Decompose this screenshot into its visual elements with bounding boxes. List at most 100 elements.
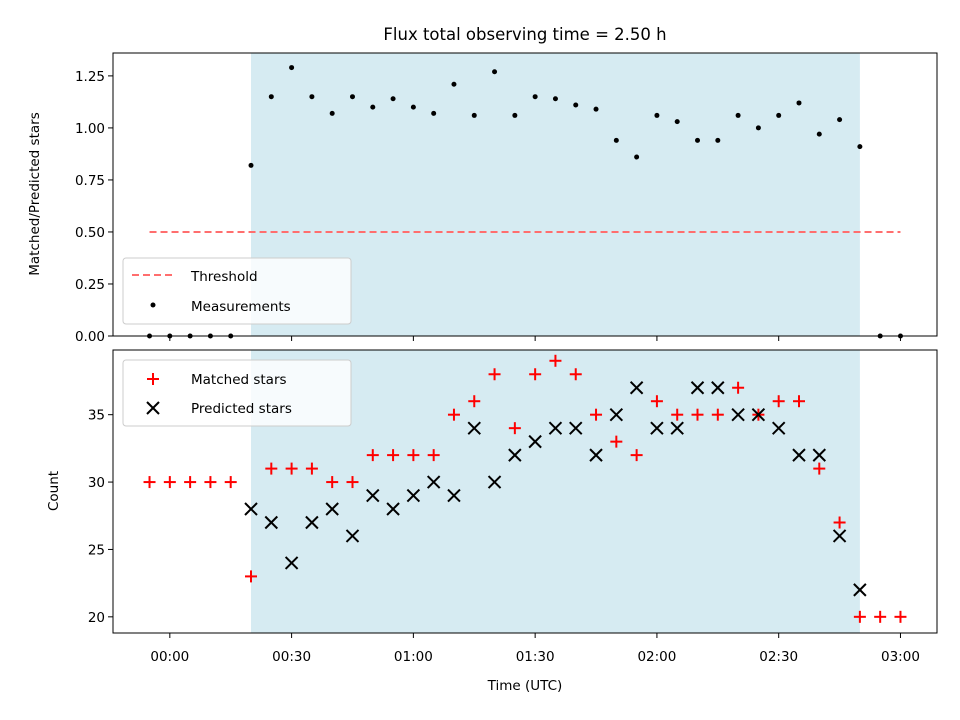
predicted-stars-point xyxy=(711,381,725,395)
predicted-stars-point xyxy=(345,529,360,543)
predicted-stars-point-b xyxy=(366,488,380,503)
predicted-stars-point-b xyxy=(284,556,299,570)
measurement-point xyxy=(837,117,843,123)
measurement-point xyxy=(796,100,802,106)
top-x-axis-ticks xyxy=(169,336,901,341)
predicted-stars-point xyxy=(792,448,806,462)
legend-measurements-swatch xyxy=(150,302,156,308)
predicted-stars-point-b xyxy=(690,381,705,395)
measurement-point xyxy=(512,112,518,118)
xtick-label: 00:00 xyxy=(150,649,189,665)
measurement-point xyxy=(410,104,416,110)
matched-stars-point xyxy=(387,449,400,462)
matched-stars-point xyxy=(630,449,643,462)
matched-stars-point xyxy=(346,476,359,489)
predicted-stars-point-b xyxy=(711,381,725,395)
top-plot-marks xyxy=(147,65,903,339)
top-ytick-label: 1.00 xyxy=(75,121,105,137)
predicted-stars-point xyxy=(690,381,705,395)
top-ytick-label: 0.00 xyxy=(75,329,105,345)
predicted-stars-point-b xyxy=(650,421,664,435)
predicted-stars-point xyxy=(406,488,421,503)
matched-stars-point xyxy=(894,610,907,623)
predicted-stars-point-b xyxy=(589,448,603,462)
matched-stars-point xyxy=(772,395,785,408)
predicted-stars-point-b xyxy=(853,583,867,597)
measurement-point xyxy=(715,137,721,143)
measurement-point xyxy=(674,119,680,125)
predicted-stars-point xyxy=(264,515,279,530)
matched-stars-point xyxy=(366,449,379,462)
measurement-point xyxy=(349,94,355,100)
bottom-legend[interactable]: Matched stars Predicted stars xyxy=(122,359,352,427)
predicted-stars-point xyxy=(528,434,542,449)
measurement-point xyxy=(390,96,396,102)
chart-title: Flux total observing time = 2.50 h xyxy=(383,25,666,44)
predicted-stars-point-b xyxy=(244,502,258,516)
measurement-point xyxy=(532,94,538,100)
matched-stars-point xyxy=(833,516,846,529)
predicted-stars-point-b xyxy=(771,421,786,435)
predicted-stars-point-b xyxy=(406,488,421,503)
measurement-point xyxy=(654,112,660,118)
xtick-label: 02:30 xyxy=(759,649,798,665)
bot-ytick-label: 30 xyxy=(88,475,105,491)
predicted-stars-point xyxy=(467,421,481,435)
predicted-stars-point-b xyxy=(548,421,563,435)
matched-stars-point xyxy=(488,368,501,381)
predicted-stars-point xyxy=(284,556,299,570)
xtick-label: 03:00 xyxy=(881,649,920,665)
measurement-point xyxy=(776,112,782,118)
predicted-stars-point xyxy=(244,502,258,516)
bottom-legend-box xyxy=(122,359,352,427)
predicted-stars-point-b xyxy=(751,407,766,422)
matched-stars-point xyxy=(590,408,603,421)
legend-measurements-label: Measurements xyxy=(191,299,291,315)
predicted-stars-point xyxy=(629,381,644,395)
measurement-point xyxy=(268,94,274,100)
top-y-axis: 0.00 0.25 0.50 0.75 1.00 1.25 xyxy=(75,69,113,345)
predicted-stars-point xyxy=(548,421,563,435)
predicted-stars-point xyxy=(426,475,441,489)
matched-stars-point xyxy=(569,368,582,381)
measurement-point xyxy=(816,131,822,137)
xtick-label: 02:00 xyxy=(637,649,676,665)
predicted-stars-point-b xyxy=(386,502,400,516)
predicted-stars-point-b xyxy=(528,434,542,449)
predicted-stars-point-b xyxy=(629,381,644,395)
matched-stars-point xyxy=(508,422,521,435)
measurement-point xyxy=(857,144,863,150)
measurement-point xyxy=(471,112,477,118)
bot-ytick-label: 20 xyxy=(88,610,105,626)
predicted-stars-point-b xyxy=(508,448,522,462)
predicted-stars-point xyxy=(569,421,583,435)
matched-stars-point xyxy=(326,476,339,489)
predicted-stars-point-b xyxy=(487,475,502,489)
matched-stars-point xyxy=(285,462,298,475)
xtick-label: 00:30 xyxy=(272,649,311,665)
predicted-stars-point-b xyxy=(569,421,583,435)
matched-stars-point xyxy=(671,408,684,421)
predicted-stars-point xyxy=(751,407,766,422)
predicted-stars-point-b xyxy=(467,421,481,435)
predicted-stars-point-b xyxy=(670,421,684,435)
legend-matched-label: Matched stars xyxy=(191,372,287,388)
matched-stars-point xyxy=(447,408,460,421)
predicted-stars-point-b xyxy=(731,407,745,422)
top-ytick-label: 0.75 xyxy=(75,173,105,189)
measurement-point xyxy=(695,137,701,143)
bottom-plot-marks xyxy=(143,354,907,623)
predicted-stars-point xyxy=(853,583,867,597)
matched-stars-point xyxy=(691,408,704,421)
bot-ytick-label: 25 xyxy=(88,542,105,558)
top-legend[interactable]: Threshold Measurements xyxy=(122,257,352,325)
matched-stars-point xyxy=(732,381,745,394)
measurement-point xyxy=(552,96,558,102)
measurement-point xyxy=(431,110,437,116)
top-legend-box xyxy=(122,257,352,325)
bottom-x-axis: 00:00 00:30 01:00 01:30 02:00 02:30 03:00 xyxy=(150,633,920,665)
matched-stars-point xyxy=(549,354,562,367)
xtick-label: 01:30 xyxy=(516,649,555,665)
legend-matched-swatch xyxy=(147,373,159,385)
